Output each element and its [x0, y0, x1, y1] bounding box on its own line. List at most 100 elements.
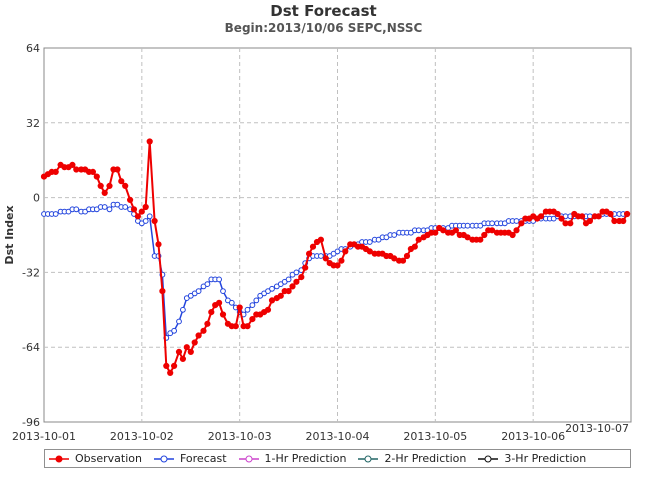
observation-point	[146, 138, 153, 145]
forecast-point	[176, 318, 182, 325]
y-axis-label: Dst Index	[3, 205, 16, 264]
forecast-point	[142, 218, 149, 224]
legend-marker-icon	[358, 455, 379, 462]
observation-point	[624, 210, 631, 218]
forecast-point	[244, 306, 251, 313]
legend-marker-icon	[238, 455, 259, 462]
observation-point	[415, 236, 422, 243]
observation-point	[607, 210, 614, 218]
forecast-point	[195, 288, 202, 295]
observation-point	[567, 220, 574, 227]
observation-point	[268, 297, 276, 304]
legend-marker-icon	[153, 455, 174, 462]
observation-point	[440, 227, 447, 234]
y-tick-label: 64	[26, 42, 40, 55]
forecast-point	[73, 206, 80, 213]
observation-point	[264, 306, 272, 313]
forecast-point	[204, 281, 211, 288]
legend-item-3-hr-prediction[interactable]: 3-Hr Prediction	[478, 452, 586, 465]
observation-point	[219, 311, 227, 318]
y-tick-label: 32	[26, 117, 40, 130]
observation-point	[159, 288, 166, 295]
forecast-point	[220, 288, 226, 295]
forecast-point	[391, 232, 398, 238]
observation-point	[200, 327, 207, 334]
observation-point	[163, 362, 170, 369]
observation-point	[411, 243, 418, 250]
observation-point	[285, 288, 292, 295]
forecast-point	[513, 218, 520, 224]
observation-point	[322, 255, 329, 262]
observation-point	[403, 252, 411, 260]
legend-label: 2-Hr Prediction	[384, 452, 467, 465]
forecast-point	[228, 299, 235, 306]
observation-point	[52, 168, 59, 175]
forecast-point	[101, 204, 108, 210]
observation-point	[317, 236, 324, 243]
observation-point	[595, 213, 602, 220]
observation-point	[302, 264, 309, 271]
observation-point	[586, 217, 594, 225]
forecast-point	[269, 285, 275, 292]
observation-point	[93, 173, 100, 180]
chart-subtitle: Begin:2013/10/06 SEPC,NSSC	[224, 21, 423, 35]
observation-point	[620, 217, 627, 225]
legend-marker-icon	[478, 455, 499, 462]
observation-point	[334, 262, 341, 269]
forecast-point	[216, 276, 223, 283]
observation-point	[452, 227, 459, 234]
observation-point	[89, 168, 97, 175]
observation-point	[204, 320, 211, 327]
legend-item-2-hr-prediction[interactable]: 2-Hr Prediction	[358, 452, 466, 465]
observation-point	[155, 241, 162, 248]
observation-point	[391, 255, 398, 262]
forecast-point	[285, 276, 292, 283]
observation-point	[167, 369, 174, 376]
forecast-point	[122, 204, 129, 210]
observation-point	[399, 257, 407, 264]
forecast-point	[293, 269, 300, 276]
observation-point	[127, 196, 134, 203]
y-tick-label: 0	[33, 192, 40, 205]
observation-point	[175, 348, 183, 355]
observation-point	[134, 213, 141, 220]
legend-label: Observation	[75, 452, 142, 465]
observation-point	[277, 292, 284, 299]
legend-label: 1-Hr Prediction	[264, 452, 347, 465]
observation-point	[187, 348, 194, 355]
observation-point	[309, 243, 317, 250]
observation-point	[179, 355, 186, 362]
observation-point	[249, 316, 256, 323]
observation-point	[289, 283, 296, 290]
legend-item-observation[interactable]: Observation	[49, 452, 142, 465]
chart-legend: Observation Forecast 1-Hr Prediction 2-Hr P…	[44, 449, 631, 468]
legend-item-1-hr-prediction[interactable]: 1-Hr Prediction	[238, 452, 347, 465]
forecast-point	[489, 220, 496, 227]
y-tick-label: -96	[22, 416, 40, 429]
x-tick-label: 2013-10-07	[565, 422, 629, 435]
forecast-point	[318, 253, 324, 259]
observation-point	[216, 299, 223, 306]
x-tick-label: 2013-10-06	[501, 430, 565, 440]
observation-point	[232, 323, 239, 330]
observation-point	[101, 189, 108, 196]
observation-point	[579, 213, 586, 220]
observation-point	[298, 274, 305, 281]
observation-point	[114, 166, 121, 173]
forecast-point	[52, 211, 59, 217]
observation-point	[142, 203, 149, 211]
observation-point	[122, 182, 129, 189]
observation-point	[195, 332, 202, 339]
observation-point	[477, 236, 484, 243]
forecast-point	[146, 213, 153, 220]
observation-point	[338, 257, 345, 264]
observation-point	[513, 227, 520, 234]
observation-point	[118, 178, 125, 185]
legend-label: Forecast	[179, 452, 227, 465]
observation-point	[518, 220, 525, 227]
forecast-point	[171, 327, 178, 334]
forecast-point	[180, 306, 186, 313]
legend-item-forecast[interactable]: Forecast	[153, 452, 227, 465]
observation-point	[464, 234, 471, 241]
